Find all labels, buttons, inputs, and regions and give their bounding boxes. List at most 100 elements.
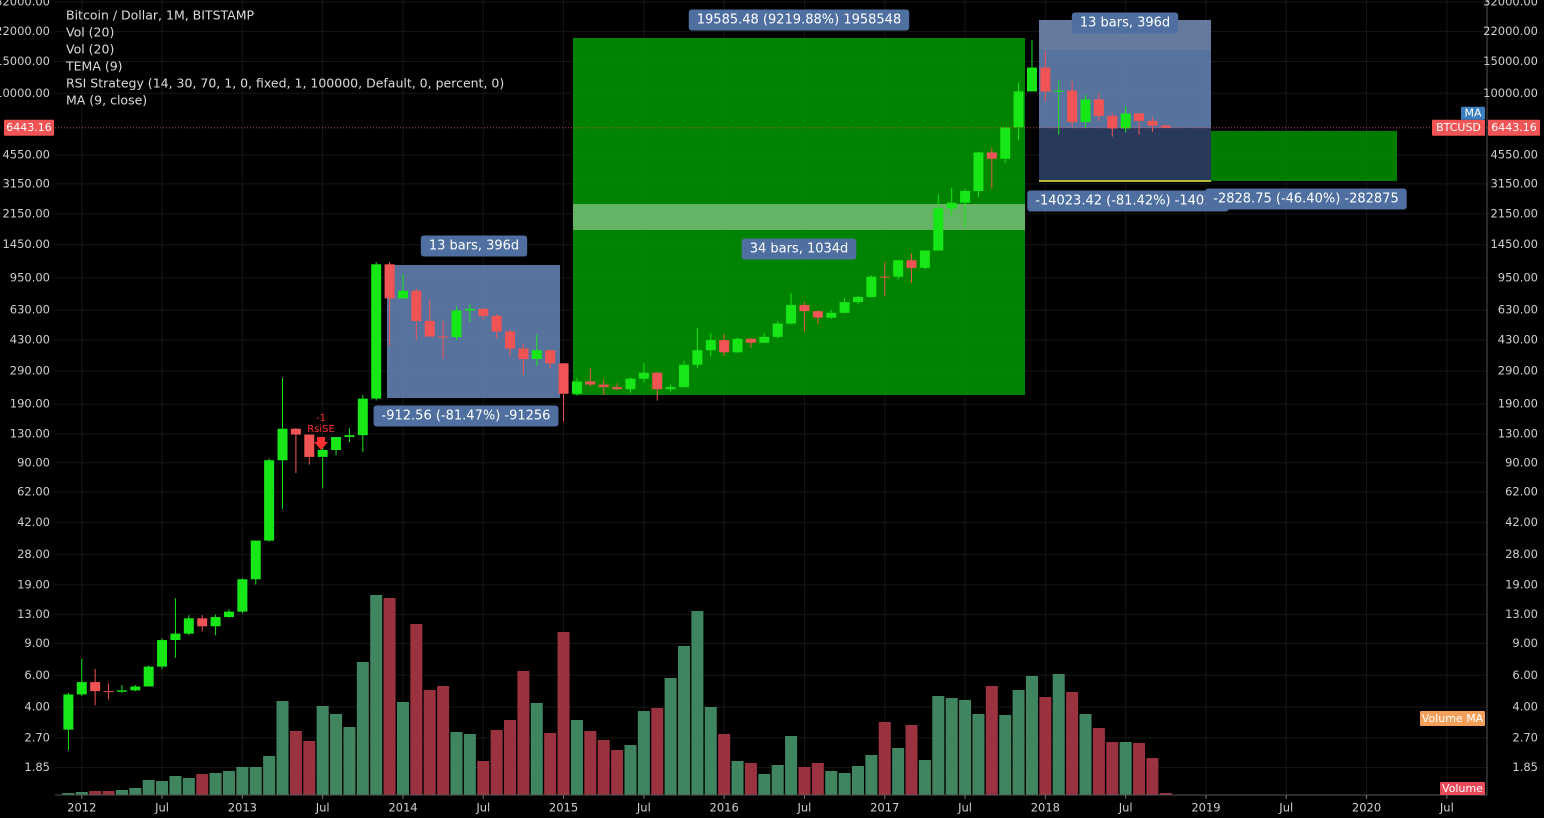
volume-bar bbox=[1025, 676, 1038, 795]
y-tick-label: 6.00 bbox=[1512, 668, 1538, 682]
short-position-box bbox=[387, 265, 560, 398]
signal-arrow bbox=[314, 437, 328, 450]
y-tick-label: 13.00 bbox=[1505, 607, 1538, 621]
volume-bar bbox=[530, 703, 543, 795]
x-tick-label: 2013 bbox=[228, 801, 257, 815]
candle-body bbox=[90, 682, 101, 692]
candle-body bbox=[197, 618, 208, 627]
candle-body bbox=[290, 428, 301, 435]
volume-bar bbox=[289, 731, 302, 795]
volume-bar bbox=[129, 788, 142, 795]
drawings bbox=[387, 20, 1397, 398]
y-tick-label-left: 290.00 bbox=[10, 364, 50, 378]
y-tick-label: 10000.00 bbox=[1483, 86, 1538, 100]
volume-bar bbox=[276, 701, 289, 795]
candle-body bbox=[893, 260, 904, 277]
annotation: 13 bars, 396d bbox=[429, 239, 519, 254]
candle-body bbox=[518, 348, 529, 359]
candle-body bbox=[652, 372, 663, 390]
y-tick-label: 2.70 bbox=[1512, 730, 1538, 744]
candle-body bbox=[331, 437, 342, 450]
x-tick-label: 2018 bbox=[1031, 801, 1060, 815]
y-tick-label-left: 3150.00 bbox=[2, 176, 50, 190]
volume-bar bbox=[1092, 728, 1105, 795]
x-tick-label: 2017 bbox=[870, 801, 899, 815]
y-tick-label: 630.00 bbox=[1498, 303, 1538, 317]
annotation-background bbox=[1071, 12, 1179, 34]
candle-body bbox=[491, 315, 502, 332]
volume-bar bbox=[330, 714, 343, 795]
y-tick-label: 2150.00 bbox=[1490, 206, 1538, 220]
last-price-tag-bg bbox=[1488, 119, 1540, 136]
candle-body bbox=[973, 152, 984, 192]
y-tick-label: 190.00 bbox=[1498, 397, 1538, 411]
legend-item: TEMA (9) bbox=[65, 59, 123, 74]
target-box bbox=[1211, 131, 1397, 181]
x-tick-label: 2014 bbox=[388, 801, 417, 815]
candle-body bbox=[1000, 127, 1011, 159]
candle-body bbox=[1134, 113, 1145, 121]
candle-body bbox=[558, 363, 569, 394]
x-tick-label: Jul bbox=[154, 801, 169, 815]
volume-bar bbox=[892, 748, 905, 795]
volume-bar bbox=[811, 763, 824, 795]
volume-bar bbox=[423, 690, 436, 795]
volume-tag: Volume bbox=[1442, 782, 1483, 795]
y-tick-label: 1.85 bbox=[1512, 760, 1538, 774]
annotations: 13 bars, 396d -912.56 (-81.47%) -91256 1… bbox=[373, 9, 1407, 427]
legend-item: RSI Strategy (14, 30, 70, 1, 0, fixed, 1… bbox=[66, 76, 504, 91]
volume-bar bbox=[437, 686, 450, 795]
y-tick-label-left: 130.00 bbox=[10, 426, 50, 440]
volume-ma-tag: Volume MA bbox=[1422, 712, 1484, 725]
volume-bar bbox=[985, 686, 998, 795]
volume-bar bbox=[865, 755, 878, 795]
candle-body bbox=[384, 264, 395, 299]
volume-bar bbox=[169, 776, 182, 795]
annotation: 34 bars, 1034d bbox=[750, 242, 849, 257]
entry-band bbox=[573, 204, 1025, 230]
volume-bar bbox=[651, 708, 664, 795]
y-tick-label: 4550.00 bbox=[1490, 148, 1538, 162]
y-tick-label-left: 10000.00 bbox=[0, 86, 50, 100]
volume-bar bbox=[945, 698, 958, 795]
y-tick-label: 9.00 bbox=[1512, 636, 1538, 650]
annotation-background bbox=[373, 405, 559, 427]
candle-body bbox=[906, 260, 917, 268]
y-tick-label: 950.00 bbox=[1498, 270, 1538, 284]
y-tick-label: 290.00 bbox=[1498, 364, 1538, 378]
volume-bar bbox=[517, 671, 530, 795]
candle-body bbox=[545, 350, 556, 364]
candle-body bbox=[812, 311, 823, 318]
signal-name: RsiSE bbox=[307, 424, 335, 435]
candle-body bbox=[344, 435, 355, 438]
volume-bar bbox=[1079, 714, 1092, 795]
volume-bar bbox=[932, 696, 945, 795]
y-tick-label: 19.00 bbox=[1505, 577, 1538, 591]
volume-bar bbox=[343, 727, 356, 795]
legend-item: Vol (20) bbox=[66, 42, 114, 57]
candle-body bbox=[1120, 113, 1131, 129]
candle-body bbox=[183, 618, 194, 634]
y-tick-label: 42.00 bbox=[1505, 515, 1538, 529]
signal: -1 RsiSE bbox=[307, 413, 335, 450]
x-tick-label: 2019 bbox=[1191, 801, 1220, 815]
annotation: 19585.48 (9219.88%) 1958548 bbox=[697, 13, 901, 28]
candle-body bbox=[732, 338, 743, 353]
y-tick-label-left: 950.00 bbox=[10, 270, 50, 284]
candle-body bbox=[371, 264, 382, 399]
y-tick-label: 62.00 bbox=[1505, 485, 1538, 499]
y-tick-label-left: 42.00 bbox=[17, 515, 50, 529]
x-tick-label: Jul bbox=[957, 801, 972, 815]
x-tick-label: Jul bbox=[797, 801, 812, 815]
candle-body bbox=[705, 340, 716, 351]
y-tick-label-left: 28.00 bbox=[17, 547, 50, 561]
candle-body bbox=[598, 384, 609, 388]
y-tick-label-left: 1450.00 bbox=[2, 237, 50, 251]
volume-bar bbox=[611, 750, 624, 795]
candle-body bbox=[424, 320, 435, 337]
symbol-tag-bg bbox=[1432, 119, 1485, 136]
annotation-background bbox=[1205, 188, 1407, 210]
y-tick-label: 28.00 bbox=[1505, 547, 1538, 561]
